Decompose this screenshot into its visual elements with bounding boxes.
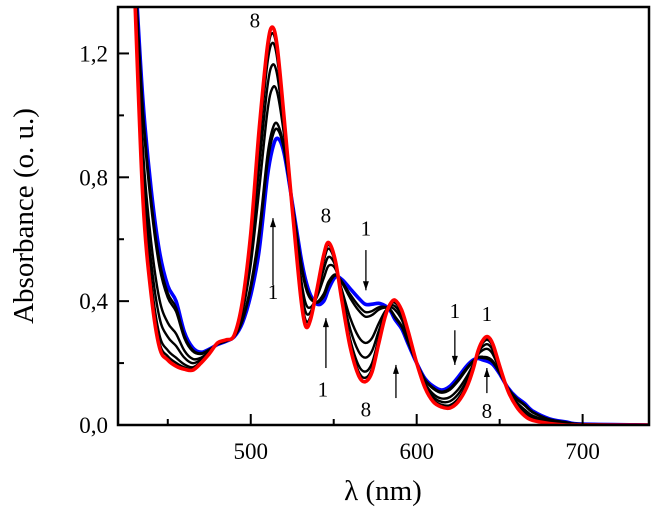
curve-number-label: 1 <box>361 216 372 240</box>
spectrum-curve-7 <box>134 7 649 425</box>
spectrum-curve-2 <box>135 7 649 425</box>
curve-number-label: 1 <box>450 299 461 323</box>
curve-number-label: 8 <box>250 9 261 33</box>
spectrum-curve-8 <box>133 7 649 425</box>
series-layer <box>133 7 649 425</box>
x-tick-label: 700 <box>565 439 600 464</box>
trend-arrow <box>362 250 369 291</box>
x-axis-label: λ (nm) <box>344 475 422 507</box>
plot-frame <box>116 5 651 427</box>
trend-arrow <box>483 368 490 394</box>
spectrum-curve-5 <box>134 7 649 425</box>
curve-number-label: 1 <box>318 377 329 401</box>
trend-arrow <box>322 318 329 369</box>
spectrum-curve-4 <box>134 7 649 425</box>
curve-number-label: 1 <box>482 302 493 326</box>
curve-number-label: 8 <box>482 399 493 423</box>
curve-number-label: 8 <box>321 203 332 227</box>
x-tick-label: 500 <box>234 439 269 464</box>
axis-layer: 500 600 700 0,0 0,4 0,8 1,2 <box>79 41 600 464</box>
y-tick-label: 1,2 <box>79 41 108 66</box>
y-tick-label: 0,8 <box>79 165 108 190</box>
spectrum-curve-6 <box>134 7 649 425</box>
x-tick-label: 600 <box>399 439 434 464</box>
y-tick-label: 0,0 <box>79 413 108 438</box>
y-tick-label: 0,4 <box>79 289 108 314</box>
spectrum-curve-3 <box>135 7 649 425</box>
curve-number-label: 1 <box>268 280 279 304</box>
trend-arrow <box>269 218 276 286</box>
trend-arrow <box>392 364 399 399</box>
curve-number-label: 8 <box>361 398 372 422</box>
spectrum-curve-1 <box>135 7 649 425</box>
y-axis-label: Absorbance (o. u.) <box>8 108 40 324</box>
trend-arrow <box>451 330 458 365</box>
